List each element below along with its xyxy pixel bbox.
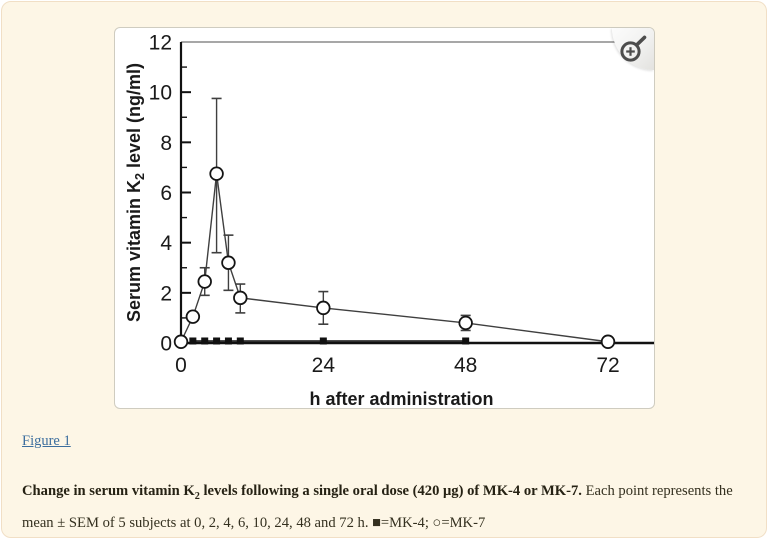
series-MK-4 [189, 337, 470, 345]
marker-open-circle [209, 166, 224, 181]
y-tick-label: 2 [160, 282, 172, 305]
marker-open-circle [185, 309, 201, 324]
marker-filled-square [224, 337, 232, 345]
x-axis-ticks: 0 24 48 72 [175, 354, 620, 377]
figure-thumbnail[interactable]: 0 2 4 6 8 10 12 0 24 48 72 Serum vitamin K2 level (… [114, 27, 655, 409]
marker-filled-square [201, 337, 209, 345]
marker-filled-square [189, 337, 197, 345]
marker-filled-square [319, 337, 327, 345]
marker-open-circle [221, 255, 236, 270]
marker-open-circle [458, 315, 473, 331]
x-axis-title: h after administration [309, 389, 493, 408]
marker-open-circle [233, 290, 248, 306]
marker-filled-square [213, 337, 221, 345]
marker-open-circle [173, 334, 189, 349]
series-MK-7 [173, 97, 616, 349]
figure-caption: Change in serum vitamin K2 levels follow… [22, 482, 733, 531]
y-tick-label: 4 [160, 232, 172, 255]
x-tick-label: 72 [596, 354, 619, 377]
marker-open-circle [316, 300, 331, 316]
magnifier-plus-icon [620, 35, 647, 62]
y-tick-label: 8 [160, 132, 172, 155]
y-tick-label: 0 [160, 333, 172, 356]
y-tick-label: 12 [149, 32, 172, 55]
marker-filled-square [462, 337, 470, 345]
y-tick-label: 10 [149, 82, 172, 105]
marker-open-circle [600, 334, 616, 349]
y-tick-label: 6 [160, 182, 172, 205]
marker-open-circle [197, 274, 212, 289]
x-tick-label: 48 [454, 354, 477, 377]
y-axis-title: Serum vitamin K2 level (ng/ml) [124, 63, 147, 322]
marker-filled-square [236, 337, 244, 345]
zoom-corner-curl[interactable] [612, 28, 654, 70]
y-axis-ticks: 0 2 4 6 8 10 12 [149, 32, 191, 356]
x-tick-label: 24 [312, 354, 336, 377]
figure-link[interactable]: Figure 1 [22, 433, 71, 449]
x-tick-label: 0 [175, 354, 187, 377]
